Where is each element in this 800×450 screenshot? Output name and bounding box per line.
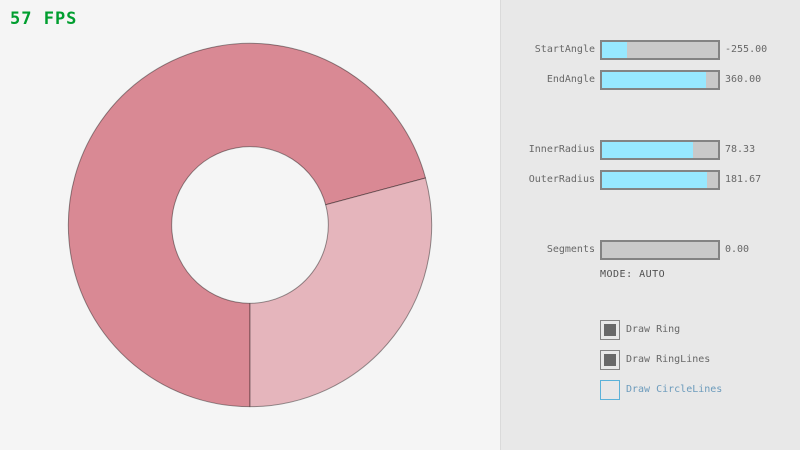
end-angle-slider-fill [602,72,707,88]
start-angle-slider-fill [602,42,628,58]
inner-radius-slider-fill [602,142,693,158]
end-angle-slider[interactable] [600,70,720,90]
slider-row-segments: Segments 0.00 [501,240,800,260]
fps-counter: 57 FPS [10,9,78,29]
end-angle-value: 360.00 [725,74,762,85]
end-angle-label: EndAngle [546,74,595,85]
ring-chart [67,42,433,408]
inner-radius-value: 78.33 [725,144,756,155]
segments-slider[interactable] [600,240,720,260]
slider-row-outer-radius: OuterRadius 181.67 [501,170,800,190]
checkbox-draw-ringlines[interactable]: Draw RingLines [600,350,800,370]
segments-mode-text: MODE: AUTO [600,269,666,280]
outer-radius-label: OuterRadius [528,174,595,185]
draw-ringlines-label: Draw RingLines [626,354,711,365]
slider-row-inner-radius: InnerRadius 78.33 [501,140,800,160]
draw-ringlines-checkbox[interactable] [600,350,620,370]
segments-value: 0.00 [725,244,750,255]
checkbox-draw-circlelines[interactable]: Draw CircleLines [600,380,800,400]
draw-circlelines-checkbox[interactable] [600,380,620,400]
draw-circlelines-label: Draw CircleLines [626,384,723,395]
draw-ring-checkbox[interactable] [600,320,620,340]
inner-radius-slider[interactable] [600,140,720,160]
segments-label: Segments [546,244,595,255]
settings-panel: StartAngle -255.00 EndAngle 360.00 Inner… [500,0,800,450]
slider-row-start-angle: StartAngle -255.00 [501,40,800,60]
checkmark [604,354,616,366]
checkmark [604,384,616,396]
checkmark [604,324,616,336]
checkbox-draw-ring[interactable]: Draw Ring [600,320,800,340]
outer-radius-value: 181.67 [725,174,762,185]
start-angle-slider[interactable] [600,40,720,60]
inner-radius-label: InnerRadius [528,144,595,155]
outer-radius-slider[interactable] [600,170,720,190]
outer-radius-slider-fill [602,172,708,188]
slider-row-end-angle: EndAngle 360.00 [501,70,800,90]
draw-ring-label: Draw Ring [626,324,681,335]
ring-slice-single-pass [249,177,433,408]
start-angle-value: -255.00 [725,44,768,55]
start-angle-label: StartAngle [534,44,595,55]
ring-slice-double-pass [67,42,427,408]
